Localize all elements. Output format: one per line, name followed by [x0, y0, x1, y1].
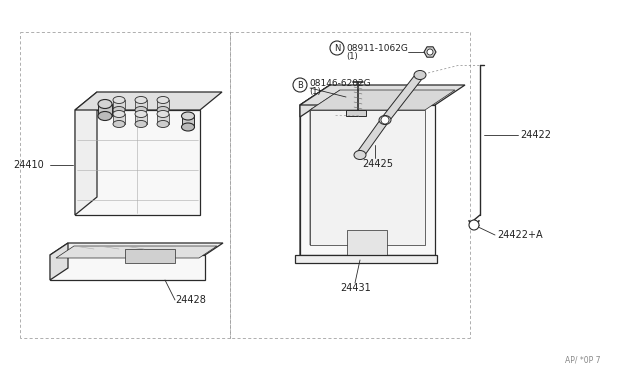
Polygon shape: [382, 73, 423, 122]
Ellipse shape: [157, 121, 169, 128]
Polygon shape: [300, 85, 330, 117]
Ellipse shape: [157, 106, 169, 113]
Ellipse shape: [135, 110, 147, 118]
Text: 24422+A: 24422+A: [497, 230, 543, 240]
Text: AP/ *0P 7: AP/ *0P 7: [565, 356, 600, 365]
Ellipse shape: [182, 112, 195, 120]
Polygon shape: [157, 114, 169, 124]
Ellipse shape: [182, 123, 195, 131]
Ellipse shape: [354, 151, 366, 160]
Ellipse shape: [157, 110, 169, 118]
Ellipse shape: [98, 99, 112, 109]
Polygon shape: [56, 246, 217, 258]
Text: 24431: 24431: [340, 283, 371, 293]
Text: (1): (1): [346, 51, 358, 61]
Polygon shape: [98, 104, 112, 116]
Text: (1): (1): [309, 87, 321, 96]
Polygon shape: [310, 90, 340, 245]
Polygon shape: [113, 100, 125, 110]
Polygon shape: [310, 110, 425, 245]
Text: N: N: [334, 44, 340, 52]
Polygon shape: [310, 90, 455, 110]
Circle shape: [330, 41, 344, 55]
Polygon shape: [50, 255, 205, 280]
Text: 08911-1062G: 08911-1062G: [346, 44, 408, 52]
Circle shape: [469, 220, 479, 230]
Polygon shape: [50, 243, 223, 255]
Ellipse shape: [135, 106, 147, 113]
Text: 24428: 24428: [175, 295, 206, 305]
Polygon shape: [182, 116, 194, 127]
Polygon shape: [346, 110, 366, 116]
Polygon shape: [50, 243, 68, 280]
Polygon shape: [125, 249, 175, 263]
Polygon shape: [300, 85, 465, 105]
Polygon shape: [75, 92, 97, 215]
Ellipse shape: [157, 96, 169, 103]
Ellipse shape: [135, 121, 147, 128]
Ellipse shape: [113, 110, 125, 118]
Ellipse shape: [98, 112, 112, 121]
Polygon shape: [356, 118, 388, 157]
Ellipse shape: [113, 106, 125, 113]
Ellipse shape: [113, 121, 125, 128]
Polygon shape: [157, 100, 169, 110]
Circle shape: [381, 116, 389, 124]
Polygon shape: [113, 114, 125, 124]
Ellipse shape: [135, 96, 147, 103]
Text: 24410: 24410: [13, 160, 44, 170]
Polygon shape: [135, 114, 147, 124]
Polygon shape: [135, 100, 147, 110]
Ellipse shape: [113, 96, 125, 103]
Text: 24422: 24422: [520, 130, 551, 140]
Ellipse shape: [414, 71, 426, 80]
Polygon shape: [347, 230, 387, 255]
Text: 24425: 24425: [362, 159, 393, 169]
Polygon shape: [424, 47, 436, 57]
Polygon shape: [300, 105, 435, 255]
Circle shape: [293, 78, 307, 92]
Text: B: B: [297, 80, 303, 90]
Polygon shape: [295, 255, 437, 263]
Ellipse shape: [379, 115, 391, 125]
Polygon shape: [75, 110, 200, 215]
Circle shape: [427, 49, 433, 55]
Polygon shape: [75, 92, 222, 110]
Polygon shape: [300, 85, 330, 255]
Text: 08146-6202G: 08146-6202G: [309, 78, 371, 87]
